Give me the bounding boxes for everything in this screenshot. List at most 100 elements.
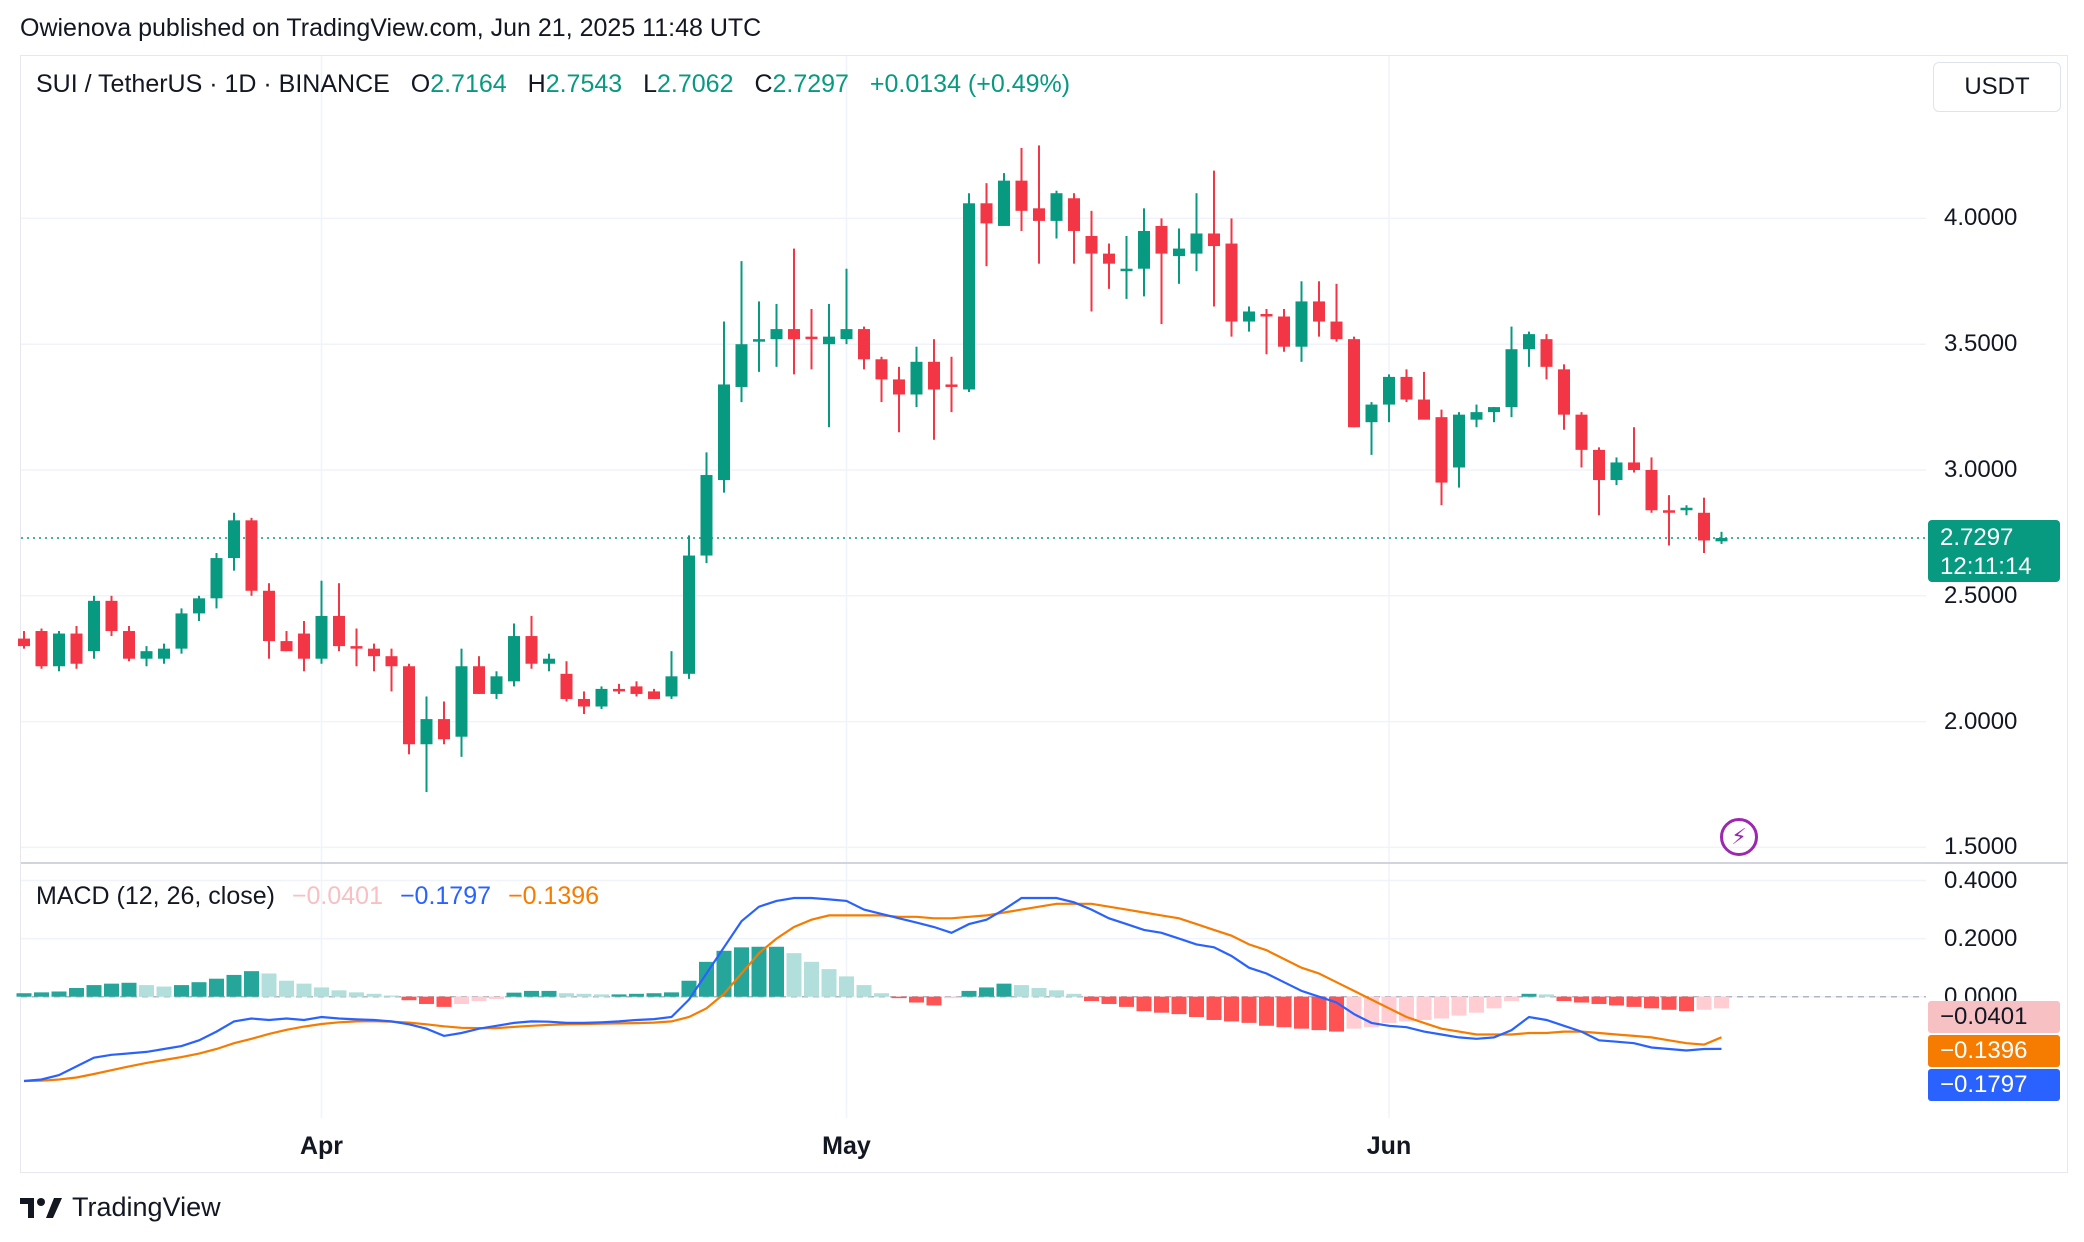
candle-body: [910, 361, 923, 395]
macd-histogram-bar: [1416, 996, 1432, 1020]
candle-body: [1435, 417, 1448, 483]
price-tick-label: 2.0000: [1944, 707, 2018, 735]
candle-body: [1453, 414, 1465, 468]
macd-tag: −0.1797: [1928, 1069, 2060, 1101]
candle-body: [1575, 414, 1588, 450]
candle-body: [1505, 349, 1518, 408]
macd-histogram-bar: [1364, 996, 1379, 1028]
macd-histogram-bar: [664, 992, 679, 997]
candle-body: [280, 641, 293, 652]
candle-body: [980, 203, 993, 224]
macd-histogram-bar: [909, 996, 924, 1003]
candle-body: [298, 633, 310, 659]
tradingview-logo-icon: [20, 1197, 62, 1218]
candle-body: [1225, 243, 1238, 322]
candle-body: [613, 688, 625, 692]
macd-histogram-bar: [769, 946, 784, 997]
candle-body: [753, 339, 765, 342]
histogram-tag: −0.0401: [1928, 1001, 2060, 1033]
open-label: O: [410, 70, 431, 98]
candle-body: [998, 180, 1010, 226]
candle-body: [1295, 301, 1308, 347]
tradingview-logo[interactable]: TradingView: [20, 1192, 221, 1223]
macd-histogram-bar: [786, 953, 802, 997]
candle-body: [473, 666, 485, 694]
macd-histogram-bar: [1031, 988, 1047, 997]
macd-histogram-bar: [1539, 994, 1554, 997]
candle-body: [1365, 404, 1378, 423]
candle-body: [1260, 314, 1273, 317]
macd-histogram-bar: [121, 982, 137, 997]
candle-body: [1645, 470, 1658, 511]
macd-histogram-bar: [489, 996, 504, 1000]
macd-histogram-bar: [454, 996, 469, 1004]
candle-body: [1715, 538, 1728, 542]
macd-histogram-bar: [244, 971, 259, 997]
macd-histogram-bar: [1556, 996, 1572, 1002]
symbol-title[interactable]: SUI / TetherUS · 1D · BINANCE: [36, 70, 390, 98]
macd-histogram-bar: [34, 992, 49, 997]
candle-body: [1120, 268, 1133, 272]
lightning-icon[interactable]: ⚡: [1720, 818, 1758, 856]
macd-histogram-bar: [1609, 996, 1624, 1006]
candle-body: [1593, 449, 1605, 481]
macd-histogram-bar: [874, 993, 889, 997]
candle-body: [1680, 507, 1693, 511]
macd-histogram-bar: [191, 982, 207, 997]
currency-selector[interactable]: USDT: [1933, 62, 2061, 112]
candle-body: [490, 676, 503, 694]
candle-body: [368, 648, 380, 657]
macd-histogram-bar: [1661, 996, 1677, 1010]
macd-histogram-bar: [16, 993, 32, 997]
macd-histogram-bar: [401, 996, 417, 1001]
candle-body: [1173, 248, 1185, 257]
macd-histogram-bar: [1696, 996, 1712, 1010]
candle-body: [1103, 253, 1115, 264]
publish-line: Owienova published on TradingView.com, J…: [20, 14, 762, 42]
candle-body: [1190, 233, 1203, 254]
macd-histogram-bar: [1189, 996, 1204, 1018]
macd-histogram-bar: [1679, 996, 1694, 1012]
macd-histogram-bar: [86, 985, 102, 997]
macd-histogram-bar: [1714, 996, 1729, 1009]
macd-histogram-bar: [1591, 996, 1607, 1004]
macd-histogram-bar: [1241, 996, 1257, 1023]
candle-body: [648, 691, 660, 699]
candle-body: [263, 590, 275, 642]
macd-histogram-bar: [979, 987, 994, 997]
macd-histogram-bar: [1644, 996, 1659, 1009]
macd-histogram-bar: [226, 974, 242, 997]
candle-body: [1085, 236, 1098, 254]
macd-histogram-bar: [804, 961, 819, 997]
macd-histogram-bar: [384, 995, 399, 997]
macd-histogram-bar: [821, 969, 837, 997]
candle-body: [1243, 311, 1255, 322]
candle-layer: [18, 145, 1728, 793]
macd-histogram-bar: [1311, 996, 1327, 1031]
candle-body: [350, 646, 363, 649]
change-value: +0.0134 (+0.49%): [869, 70, 1071, 98]
macd-histogram-bar: [1206, 996, 1222, 1020]
candle-body: [928, 361, 940, 390]
candle-body: [718, 384, 730, 481]
candle-body: [770, 329, 783, 340]
brand-name: TradingView: [72, 1192, 221, 1222]
macd-label[interactable]: MACD (12, 26, close): [36, 882, 275, 910]
candle-body: [893, 379, 905, 395]
price-tick-label: 3.5000: [1944, 330, 2018, 358]
macd-histogram-bar: [1224, 996, 1239, 1022]
candle-body: [333, 615, 345, 647]
candle-body: [123, 631, 135, 659]
macd-histogram-bar: [1171, 996, 1187, 1015]
candle-body: [578, 698, 590, 707]
macd-histogram-bar: [716, 950, 732, 997]
candle-body: [420, 719, 433, 745]
candle-body: [858, 329, 870, 360]
macd-histogram-bar: [349, 992, 364, 997]
macd-histogram-bar: [751, 946, 767, 997]
macd-histogram-bar: [1504, 996, 1519, 1002]
macd-line-layer: [23, 896, 1722, 1083]
candle-body: [438, 719, 450, 740]
macd-histogram-bar: [961, 990, 977, 997]
